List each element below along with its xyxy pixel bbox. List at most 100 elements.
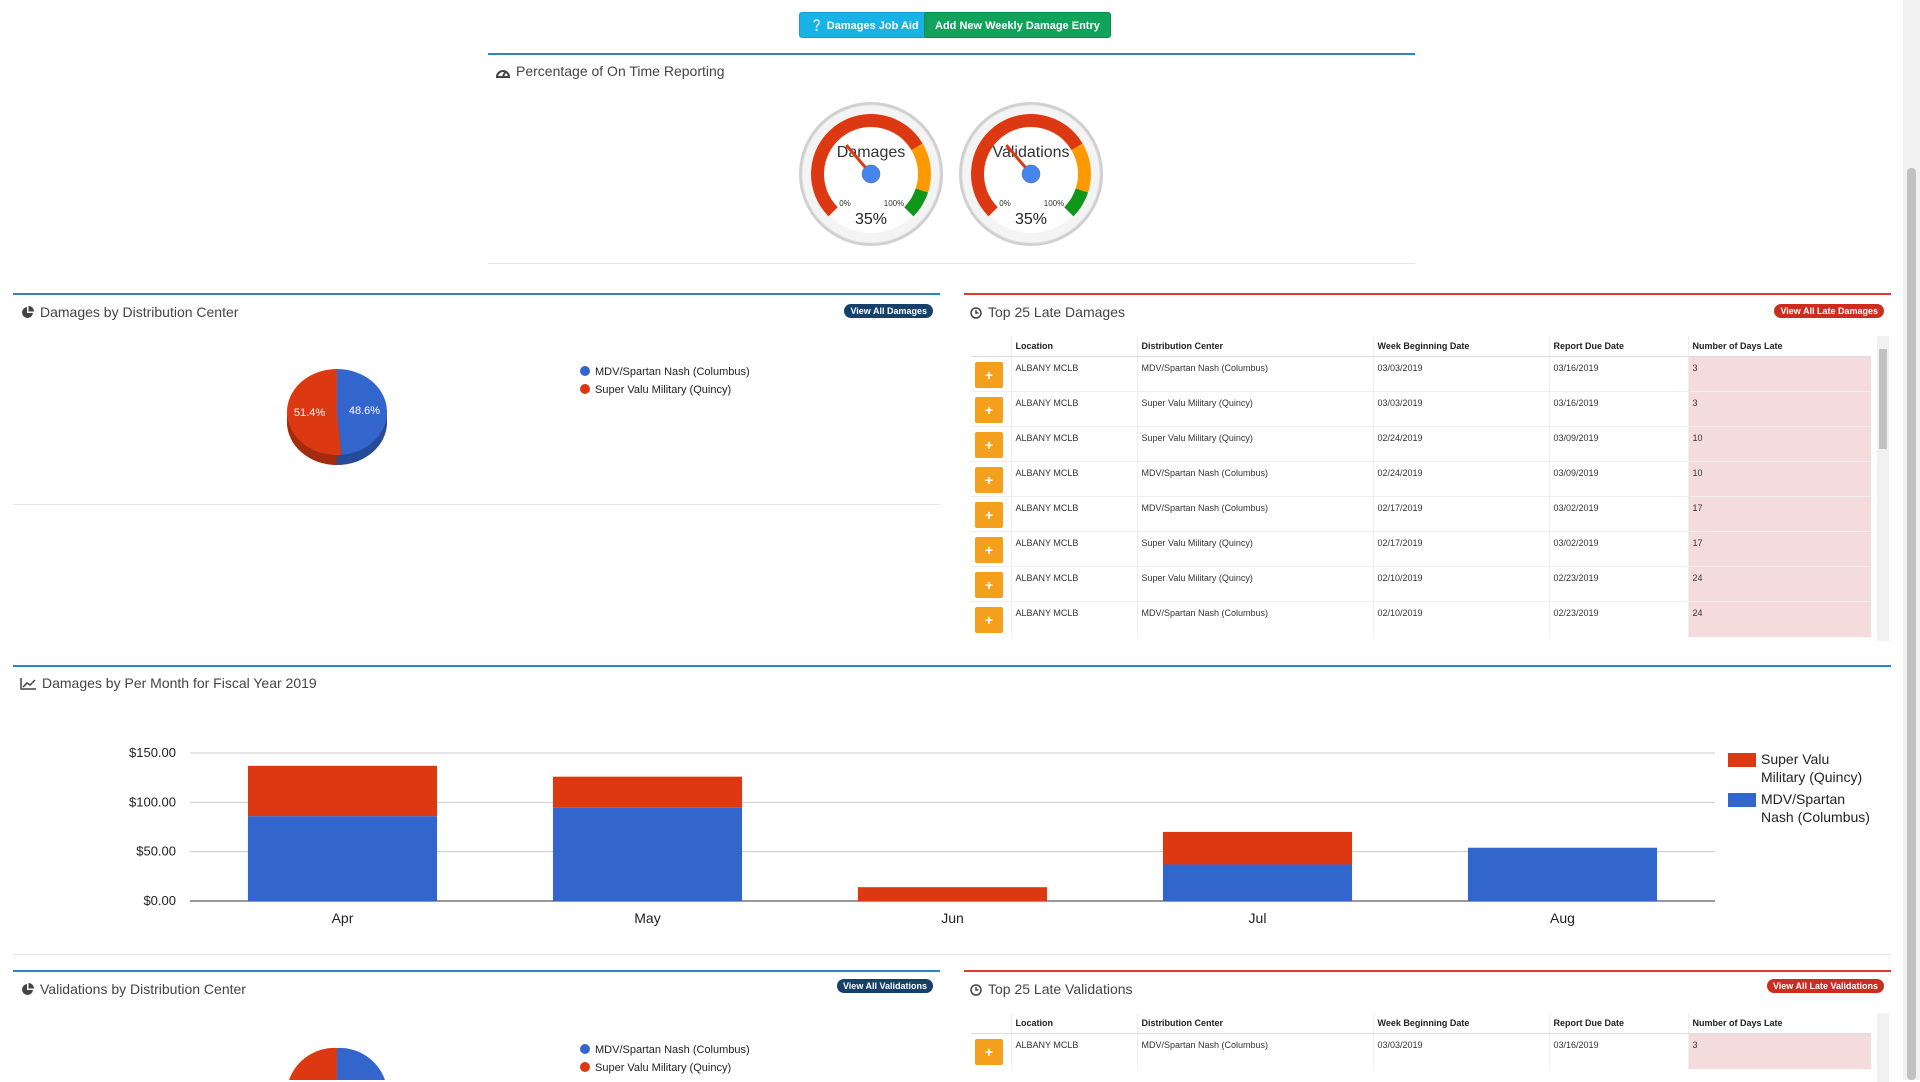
table-header[interactable]: Report Due Date: [1548, 1013, 1688, 1034]
pie-chart-icon: [22, 306, 34, 318]
table-header[interactable]: Week Beginning Date: [1372, 336, 1549, 357]
late-damages-scrollbar-thumb[interactable]: [1879, 349, 1887, 449]
gauge-min-label: 0%: [839, 199, 851, 208]
table-header[interactable]: Week Beginning Date: [1372, 1013, 1549, 1034]
table-cell: 03/16/2019: [1548, 391, 1688, 427]
table-cell: 03/02/2019: [1548, 496, 1688, 532]
table-row: + ALBANY MCLB MDV/Spartan Nash (Columbus) 0…: [971, 356, 1871, 392]
late-validations-scrollbar[interactable]: [1877, 1013, 1889, 1082]
legend-item-quincy: Super Valu Military (Quincy): [580, 384, 731, 396]
validations-by-dc-panel: Validations by Distribution Center View …: [13, 970, 940, 1080]
validations-gauge: Validations 0% 100% 35%: [959, 102, 1103, 246]
late-damages-panel: Top 25 Late Damages View All Late Damage…: [964, 293, 1891, 653]
bar-segment-may-1[interactable]: [552, 776, 743, 808]
validations-pie-slice-quincy: [289, 1047, 337, 1080]
table-cell: 02/24/2019: [1372, 426, 1549, 462]
table-header-expand: [971, 336, 1011, 357]
validations-pie-slice-columbus: [337, 1047, 385, 1080]
table-row: + ALBANY MCLB Super Valu Military (Quincy)…: [971, 531, 1871, 567]
damages-by-dc-panel: Damages by Distribution Center View All …: [13, 293, 940, 505]
legend-label: Super Valu: [1761, 751, 1829, 767]
table-cell: MDV/Spartan Nash (Columbus): [1136, 356, 1373, 392]
gauge-max-label: 100%: [884, 199, 904, 208]
question-circle-icon: ❔: [810, 20, 824, 32]
legend-label: MDV/Spartan: [1761, 791, 1845, 807]
legend-dot-blue: [580, 1044, 590, 1054]
table-header[interactable]: Distribution Center: [1136, 336, 1373, 357]
expand-row-button[interactable]: +: [975, 537, 1003, 563]
gauge-hub: [861, 164, 881, 184]
view-all-late-validations-button[interactable]: View All Late Validations: [1766, 979, 1884, 993]
clock-icon: [970, 307, 982, 319]
on-time-reporting-panel: Percentage of On Time Reporting: [488, 53, 1415, 264]
expand-row-button[interactable]: +: [975, 607, 1003, 633]
table-cell: MDV/Spartan Nash (Columbus): [1136, 496, 1373, 532]
expand-row-button[interactable]: +: [975, 397, 1003, 423]
table-row: + ALBANY MCLB Super Valu Military (Quincy)…: [971, 391, 1871, 427]
table-header-expand: [971, 1013, 1011, 1034]
gauges: Damages 0% 100% 35% Validations 0% 100% 35%: [799, 102, 1103, 246]
gauge-hub: [1021, 164, 1041, 184]
table-cell: 10: [1687, 461, 1871, 497]
pie-slice-0: [337, 369, 388, 455]
validations-pie-chart: [289, 1047, 385, 1080]
table-cell: ALBANY MCLB: [1010, 496, 1137, 532]
table-header[interactable]: Number of Days Late: [1687, 1013, 1871, 1034]
table-cell: 17: [1687, 531, 1871, 567]
table-cell: ALBANY MCLB: [1010, 566, 1137, 602]
page-scrollbar-thumb[interactable]: [1907, 168, 1916, 1080]
add-weekly-damage-entry-button[interactable]: Add New Weekly Damage Entry: [924, 12, 1111, 38]
late-damages-table: Location Distribution Center Week Beginnin…: [971, 336, 1871, 637]
bar-segment-aug-0[interactable]: [1467, 847, 1658, 901]
validations-by-dc-title: Validations by Distribution Center: [21, 981, 246, 997]
table-cell: 03/03/2019: [1372, 391, 1549, 427]
table-header[interactable]: Number of Days Late: [1687, 336, 1871, 357]
expand-row-button[interactable]: +: [975, 362, 1003, 388]
table-cell: 24: [1687, 601, 1871, 637]
gauge-label: Validations: [992, 144, 1069, 161]
table-cell: Super Valu Military (Quincy): [1136, 566, 1373, 602]
expand-row-button[interactable]: +: [975, 1039, 1003, 1065]
table-cell: 3: [1687, 1033, 1871, 1069]
table-header[interactable]: Report Due Date: [1548, 336, 1688, 357]
view-all-late-damages-button[interactable]: View All Late Damages: [1774, 304, 1884, 318]
expand-row-button[interactable]: +: [975, 502, 1003, 528]
bar-segment-apr-0[interactable]: [247, 816, 438, 901]
y-tick-label: $50.00: [136, 844, 176, 859]
legend-swatch: [1728, 753, 1756, 767]
table-cell: 03/09/2019: [1548, 461, 1688, 497]
x-tick-label: Aug: [1550, 910, 1575, 926]
table-cell: ALBANY MCLB: [1010, 601, 1137, 637]
bar-segment-jul-0[interactable]: [1162, 864, 1353, 901]
legend-dot-blue: [580, 366, 590, 376]
damages-pie-chart: 48.6% 51.4%: [287, 369, 388, 465]
legend-dot-red: [580, 1062, 590, 1072]
table-cell: 02/17/2019: [1372, 496, 1549, 532]
bar-segment-jun-1[interactable]: [857, 887, 1048, 901]
expand-row-button[interactable]: +: [975, 572, 1003, 598]
gauge-red-band: [971, 114, 1083, 217]
clock-icon: [970, 984, 982, 996]
table-expand-cell: +: [971, 566, 1011, 602]
view-all-validations-button[interactable]: View All Validations: [836, 979, 933, 993]
bar-segment-may-0[interactable]: [552, 807, 743, 901]
gauge-green-band: [1064, 188, 1089, 217]
gauge-max-label: 100%: [1044, 199, 1064, 208]
expand-row-button[interactable]: +: [975, 467, 1003, 493]
bar-segment-jul-1[interactable]: [1162, 831, 1353, 865]
late-damages-title: Top 25 Late Damages: [970, 304, 1125, 320]
bar-segment-apr-1[interactable]: [247, 765, 438, 817]
table-header[interactable]: Distribution Center: [1136, 1013, 1373, 1034]
expand-row-button[interactable]: +: [975, 432, 1003, 458]
pie-slice-label: 48.6%: [349, 405, 380, 417]
table-header[interactable]: Location: [1010, 336, 1137, 357]
damages-job-aid-button[interactable]: ❔ Damages Job Aid: [799, 12, 930, 38]
table-header[interactable]: Location: [1010, 1013, 1137, 1034]
table-cell: 02/24/2019: [1372, 461, 1549, 497]
table-cell: MDV/Spartan Nash (Columbus): [1136, 1033, 1373, 1069]
table-cell: 24: [1687, 566, 1871, 602]
table-cell: 02/10/2019: [1372, 566, 1549, 602]
view-all-damages-button[interactable]: View All Damages: [844, 304, 933, 318]
table-row: + ALBANY MCLB MDV/Spartan Nash (Columbus) 0…: [971, 601, 1871, 637]
table-expand-cell: +: [971, 1033, 1011, 1069]
